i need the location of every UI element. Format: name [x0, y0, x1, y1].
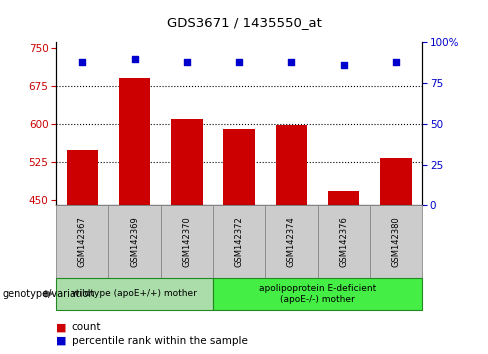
Bar: [224, 129, 255, 205]
Text: ■: ■: [56, 336, 67, 346]
Text: genotype/variation: genotype/variation: [2, 289, 95, 299]
Text: GSM142367: GSM142367: [78, 216, 87, 267]
Point: [287, 59, 295, 65]
Point: [79, 59, 86, 65]
Bar: [66, 150, 98, 205]
Bar: [380, 158, 412, 205]
Text: GSM142370: GSM142370: [183, 216, 191, 267]
Text: GSM142380: GSM142380: [391, 216, 401, 267]
Bar: [276, 125, 307, 205]
Text: GDS3671 / 1435550_at: GDS3671 / 1435550_at: [166, 16, 322, 29]
Text: count: count: [72, 322, 101, 332]
Point: [131, 56, 139, 62]
Text: GSM142369: GSM142369: [130, 216, 139, 267]
Text: GSM142374: GSM142374: [287, 216, 296, 267]
Text: wildtype (apoE+/+) mother: wildtype (apoE+/+) mother: [72, 289, 197, 298]
Text: GSM142376: GSM142376: [339, 216, 348, 267]
Text: ■: ■: [56, 322, 67, 332]
Text: apolipoprotein E-deficient
(apoE-/-) mother: apolipoprotein E-deficient (apoE-/-) mot…: [259, 284, 376, 303]
Bar: [171, 119, 203, 205]
Text: GSM142372: GSM142372: [235, 216, 244, 267]
Bar: [328, 191, 359, 205]
Bar: [119, 78, 150, 205]
Text: percentile rank within the sample: percentile rank within the sample: [72, 336, 247, 346]
Point: [235, 59, 243, 65]
Point: [340, 62, 347, 68]
Point: [183, 59, 191, 65]
Point: [392, 59, 400, 65]
